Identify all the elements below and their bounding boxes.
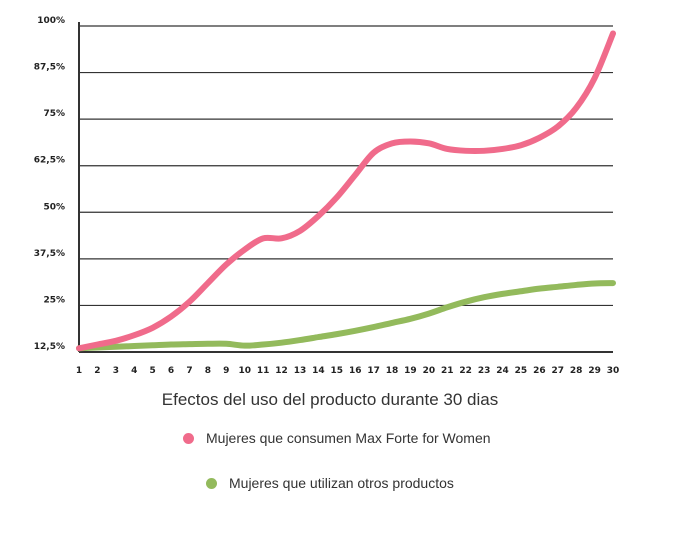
x-tick-label: 4 xyxy=(131,366,137,376)
x-tick-label: 21 xyxy=(441,366,454,376)
legend-label-max-forte: Mujeres que consumen Max Forte for Women xyxy=(206,430,491,446)
y-tick-label: 100% xyxy=(37,16,65,26)
series-line-otros xyxy=(76,280,616,352)
legend-dot-green xyxy=(206,477,217,489)
x-tick-label: 12 xyxy=(275,366,288,376)
y-tick-label: 87,5% xyxy=(34,63,65,73)
x-tick-label: 19 xyxy=(404,366,417,376)
x-tick-label: 27 xyxy=(551,366,564,376)
x-tick-label: 2 xyxy=(94,366,100,376)
y-tick-label: 25% xyxy=(43,295,65,305)
x-tick-label: 9 xyxy=(223,366,229,376)
legend-label-otros: Mujeres que utilizan otros productos xyxy=(229,475,454,491)
y-tick-label: 37,5% xyxy=(34,249,65,259)
x-tick-label: 17 xyxy=(367,366,380,376)
y-tick-label: 12,5% xyxy=(34,342,65,352)
x-tick-label: 6 xyxy=(168,366,174,376)
legend-item-max-forte: Mujeres que consumen Max Forte for Women xyxy=(183,430,491,446)
x-tick-label: 18 xyxy=(386,366,399,376)
y-tick-labels: 12,5% 25% 37,5% 50% 62,5% 75% 87,5% 100% xyxy=(34,16,65,352)
x-tick-label: 1 xyxy=(76,366,82,376)
legend-dot-pink xyxy=(183,432,194,444)
x-tick-label: 7 xyxy=(186,366,192,376)
x-tick-label: 29 xyxy=(588,366,601,376)
x-tick-label: 10 xyxy=(238,366,251,376)
y-tick-label: 75% xyxy=(43,109,65,119)
x-tick-label: 5 xyxy=(150,366,156,376)
x-tick-label: 20 xyxy=(423,366,436,376)
x-tick-label: 26 xyxy=(533,366,546,376)
x-tick-label: 28 xyxy=(570,366,583,376)
x-tick-label: 8 xyxy=(205,366,211,376)
x-tick-label: 22 xyxy=(459,366,472,376)
x-tick-label: 14 xyxy=(312,366,325,376)
x-tick-label: 30 xyxy=(607,366,620,376)
x-tick-label: 15 xyxy=(331,366,344,376)
x-tick-label: 23 xyxy=(478,366,491,376)
x-tick-label: 16 xyxy=(349,366,362,376)
x-tick-label: 11 xyxy=(257,366,270,376)
y-tick-label: 62,5% xyxy=(34,156,65,166)
series-layer xyxy=(76,30,616,352)
x-tick-label: 24 xyxy=(496,366,509,376)
chart-caption: Efectos del uso del producto durante 30 … xyxy=(161,390,499,409)
legend-item-otros: Mujeres que utilizan otros productos xyxy=(206,475,454,491)
x-tick-label: 3 xyxy=(113,366,119,376)
grid-lines xyxy=(79,25,613,353)
x-tick-label: 25 xyxy=(515,366,528,376)
x-tick-labels: 1 2 3 4 5 6 7 8 9 10 11 12 13 14 15 16 17 18 19 20 21 22 23 24 2… xyxy=(76,366,619,376)
y-tick-label: 50% xyxy=(43,202,65,212)
series-line-max-forte xyxy=(76,30,616,352)
x-tick-label: 13 xyxy=(294,366,307,376)
